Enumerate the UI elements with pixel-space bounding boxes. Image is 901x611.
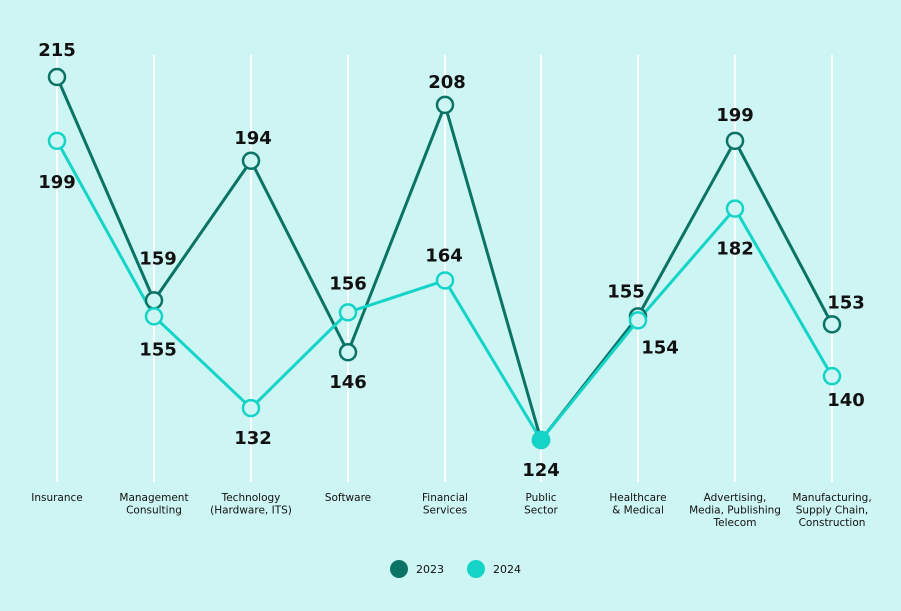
data-label-2024: 156 [329,273,367,294]
category-label: Financial Services [422,492,468,517]
legend-marker-2024 [467,560,485,578]
data-label-2024: 155 [139,339,177,360]
data-label-2023: 153 [827,292,865,313]
category-label: Public Sector [524,492,558,517]
category-label: Insurance [31,492,83,504]
data-point-2023 [822,315,842,334]
category-label: Advertising, Media, Publishing Telecom [689,492,781,529]
data-label-2024: 164 [425,245,463,266]
data-point-2024 [531,430,551,450]
data-label-2024: 154 [641,337,679,358]
data-point-2024 [628,311,648,330]
data-point-2023 [338,342,358,362]
data-label-2023: 146 [329,372,367,393]
data-label-2024: 140 [827,390,865,411]
category-label-line: Supply Chain, [796,505,868,517]
category-label-line: Construction [799,517,866,529]
category-label-line: Sector [524,505,558,517]
category-label-line: Consulting [126,505,182,517]
data-point-2024 [144,307,164,326]
data-label-2023: 159 [139,248,177,269]
data-label-2024: 199 [38,172,76,193]
category-label-line: Manufacturing, [792,492,871,504]
data-label-2024: 182 [716,239,754,260]
data-point-2023 [725,131,745,151]
data-point-2024 [241,398,261,418]
data-point-2024 [435,271,455,290]
data-point-2024 [338,303,358,322]
category-label-line: Software [325,492,371,504]
category-label-line: (Hardware, ITS) [210,505,292,517]
data-point-2023 [144,291,164,310]
category-label: Technology (Hardware, ITS) [210,492,292,517]
data-point-2024 [725,199,745,218]
category-label-line: Advertising, [704,492,767,504]
data-point-2023 [435,95,455,115]
category-label-line: & Medical [612,505,664,517]
category-label: Management Consulting [119,492,188,517]
data-label-2023: 208 [428,72,466,93]
data-point-2024 [822,366,842,386]
category-label: Software [325,492,371,504]
data-point-2023 [241,151,261,171]
data-label-2023: 155 [607,281,645,302]
category-label-line: Media, Publishing [689,505,781,517]
data-label-2024: 132 [234,428,272,449]
legend-label-2023: 2023 [416,563,444,576]
category-label-line: Telecom [713,517,757,529]
category-label-line: Management [119,492,188,504]
data-label-2023: 124 [522,460,560,481]
legend-marker-2023 [390,560,408,578]
data-label-2023: 215 [38,40,76,61]
category-label-line: Technology [221,492,281,504]
category-label-line: Public [525,492,556,504]
category-label-line: Financial [422,492,468,504]
category-label: Healthcare & Medical [609,492,666,517]
category-label-line: Services [423,505,467,517]
category-label: Manufacturing, Supply Chain, Construction [792,492,871,529]
data-label-2023: 194 [234,128,272,149]
legend-label-2024: 2024 [493,563,521,576]
category-label-line: Healthcare [609,492,666,504]
data-point-2024 [47,131,67,151]
data-point-2023 [47,67,67,87]
data-label-2023: 199 [716,105,754,126]
category-label-line: Insurance [31,492,83,504]
